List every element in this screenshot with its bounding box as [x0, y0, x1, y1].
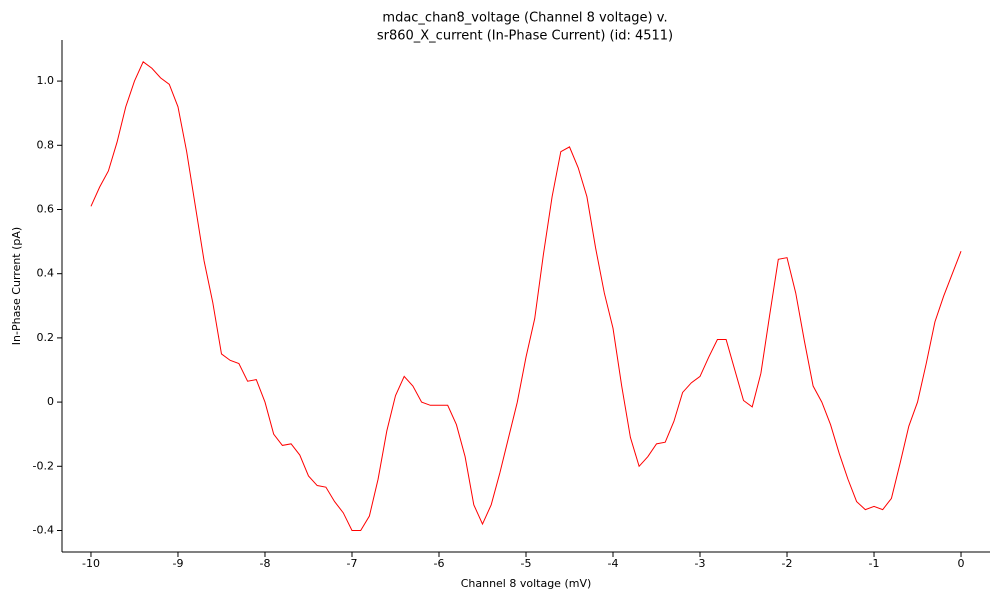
y-tick-label: 0.8: [37, 138, 55, 151]
y-tick-label: 0.4: [37, 267, 55, 280]
x-tick-label: -6: [434, 557, 445, 570]
x-tick-label: -9: [172, 557, 183, 570]
y-tick-label: 0.2: [37, 331, 55, 344]
y-tick-label: -0.2: [33, 459, 54, 472]
y-tick-label: -0.4: [33, 523, 54, 536]
x-tick-label: -10: [82, 557, 100, 570]
x-tick-label: -2: [782, 557, 793, 570]
x-tick-label: -5: [521, 557, 532, 570]
x-tick-label: -8: [259, 557, 270, 570]
chart-title: sr860_X_current (In-Phase Current) (id: …: [377, 29, 673, 44]
x-tick-label: -1: [869, 557, 880, 570]
chart-title: mdac_chan8_voltage (Channel 8 voltage) v…: [382, 11, 667, 26]
y-tick-label: 0: [47, 395, 54, 408]
y-axis-label: In-Phase Current (pA): [10, 227, 23, 345]
data-line: [90, 61, 962, 531]
x-axis-label: Channel 8 voltage (mV): [461, 577, 592, 590]
x-tick-label: -7: [347, 557, 358, 570]
x-tick-label: 0: [958, 557, 965, 570]
y-tick-label: 0.6: [37, 202, 55, 215]
x-tick-label: -3: [695, 557, 706, 570]
x-tick-label: -4: [608, 557, 619, 570]
y-tick-label: 1.0: [37, 74, 55, 87]
